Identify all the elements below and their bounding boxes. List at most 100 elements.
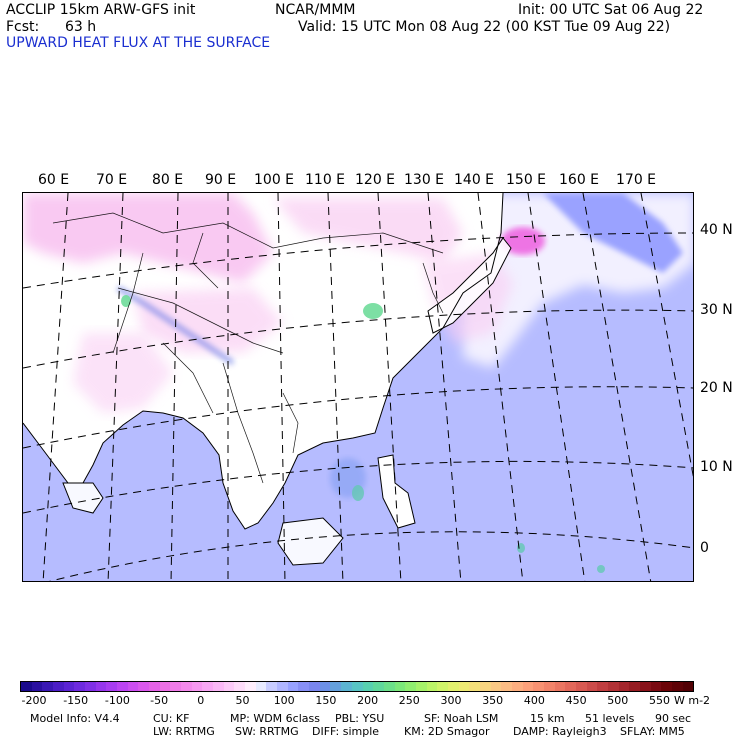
colorbar-swatch [63,682,75,691]
colorbar-tick-label: 350 [482,694,504,707]
model-title: ACCLIP 15km ARW-GFS init [6,2,196,18]
colorbar-swatch [426,682,438,691]
colorbar-tick-label: -100 [104,694,130,707]
positive-flux-spot [363,303,383,319]
colorbar-swatch [661,682,672,691]
lon-label: 80 E [152,172,184,188]
colorbar-swatch [74,682,86,691]
colorbar-swatch [458,682,470,691]
colorbar-swatch [405,682,416,691]
colorbar-swatch [202,682,214,691]
colorbar-tick-label: 100 [273,694,295,707]
colorbar-tick-label: 50 [235,694,250,707]
footer-item: CU: KF [153,712,190,725]
positive-flux-spot [352,485,364,501]
lon-label: 100 E [254,172,295,188]
footer-item: SF: Noah LSM [424,712,499,725]
colorbar-swatch [117,682,128,691]
colorbar-swatch [170,682,182,691]
colorbar-swatch [618,682,630,691]
graticule [23,193,693,581]
lon-label: 170 E [616,172,657,188]
footer-item: 15 km [530,712,565,725]
lon-label: 110 E [305,172,346,188]
colorbar-swatch [287,682,299,691]
colorbar-swatch [53,682,64,691]
footer-item: LW: RRTMG [153,725,215,738]
colorbar-swatch [277,682,288,691]
colorbar-tick-label: 0 [197,694,205,707]
lon-label: 160 E [559,172,600,188]
footer-item: SFLAY: MM5 [620,725,685,738]
colorbar-swatch [501,682,512,691]
colorbar-swatch [309,682,320,691]
footer-item: Model Info: V4.4 [30,712,120,725]
colorbar-swatch [607,682,619,691]
colorbar-swatch [447,682,459,691]
colorbar-swatch [543,682,555,691]
lat-label: 0 [700,540,709,556]
colorbar-tick-label: 500 [607,694,629,707]
colorbar-swatch [341,682,352,691]
mongolia-negative-flux [273,198,463,263]
colorbar-tick-label: 300 [440,694,462,707]
center-label: NCAR/MMM [275,2,356,18]
north-pacific-positive-flux [543,193,683,273]
lon-label: 150 E [506,172,547,188]
footer-item: DAMP: Rayleigh3 [513,725,607,738]
colorbar-swatch [682,682,694,691]
map-canvas [23,193,693,581]
colorbar-swatch [191,682,203,691]
strong-negative-flux-core [501,227,545,255]
colorbar-swatch [266,682,278,691]
colorbar-tick-label: 400 [523,694,545,707]
lon-label: 130 E [404,172,445,188]
positive-flux-spot [121,295,131,307]
colorbar-swatch [245,682,256,691]
colorbar-swatch [479,682,491,691]
colorbar-units: W m-2 [674,694,711,707]
colorbar-tick-label: -150 [63,694,89,707]
colorbar-swatch [469,682,480,691]
colorbar-swatch [255,682,267,691]
lon-label: 140 E [454,172,495,188]
colorbar-swatch [575,682,587,691]
colorbar-tick-label: 450 [565,694,587,707]
fcst-label: Fcst: [6,19,40,35]
japan [428,238,511,333]
central-asia-negative-flux [23,193,273,283]
colorbar-swatch [213,682,224,691]
colorbar-swatch [149,682,160,691]
colorbar-swatch [21,682,32,691]
colorbar-swatch [31,682,43,691]
colorbar-tick-label: -50 [150,694,169,707]
lat-label: 30 N [700,302,733,318]
colorbar-swatch [415,682,427,691]
philippines [378,455,415,528]
colorbar-swatch [330,682,342,691]
lon-label: 120 E [355,172,396,188]
colorbar-swatch [373,682,384,691]
colorbar-swatch [42,682,54,691]
heat-flux-map [22,192,694,582]
lon-label: 90 E [205,172,237,188]
colorbar-swatch [565,682,576,691]
init-time: Init: 00 UTC Sat 06 Aug 22 [518,2,704,18]
colorbar-swatch [223,682,235,691]
colorbar-swatch [629,682,640,691]
colorbar-swatch [298,682,310,691]
colorbar-swatch [639,682,651,691]
footer-item: 51 levels [585,712,635,725]
colorbar-swatch [319,682,331,691]
lat-label: 10 N [700,459,733,475]
footer-item: 90 sec [655,712,692,725]
colorbar-swatch [671,682,683,691]
colorbar-tick-label: 250 [398,694,420,707]
colorbar-swatch [159,682,171,691]
colorbar-swatch [383,682,395,691]
colorbar-swatch [650,682,662,691]
field-title: UPWARD HEAT FLUX AT THE SURFACE [6,35,271,51]
colorbar-swatch [511,682,523,691]
colorbar-swatch [362,682,374,691]
colorbar-tick-label: 200 [357,694,379,707]
